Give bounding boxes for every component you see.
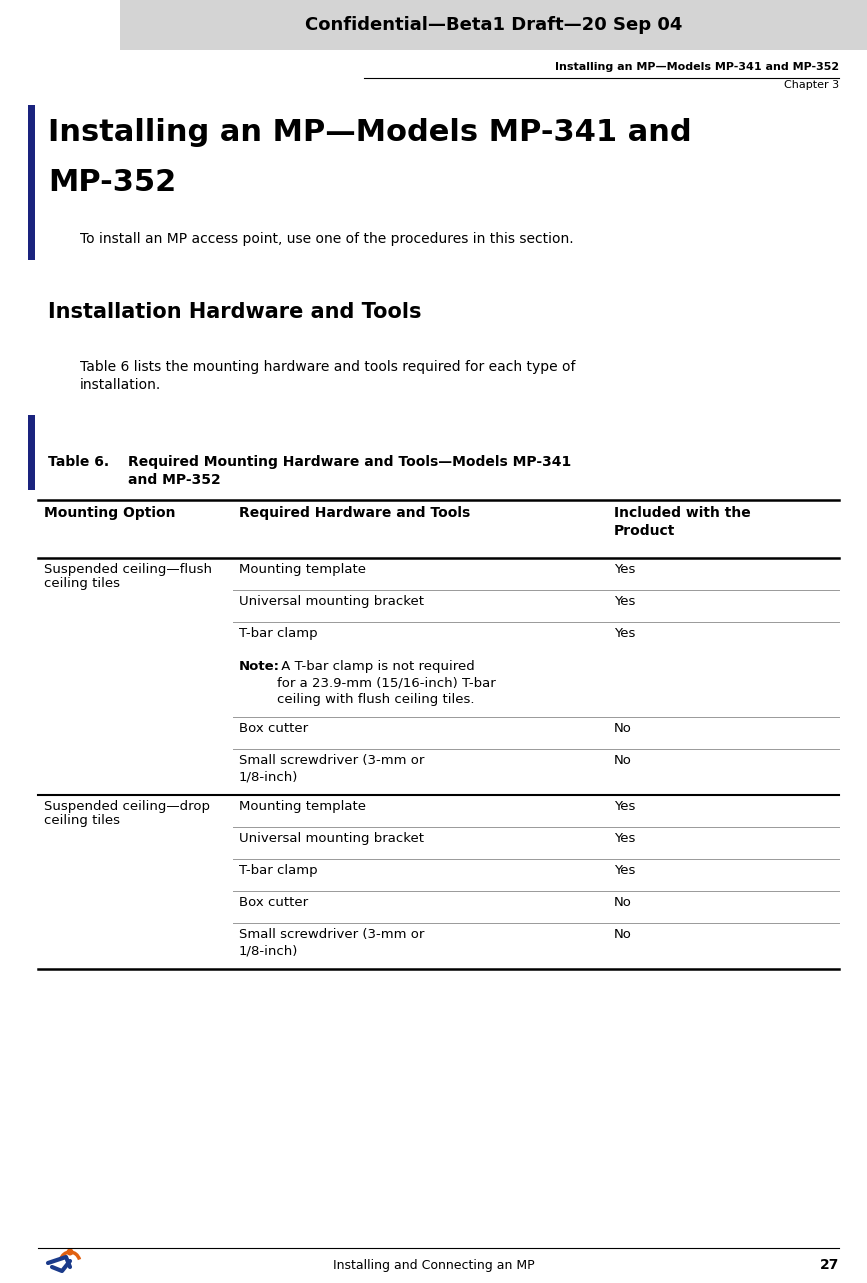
Text: Small screwdriver (3-mm or
1/8-inch): Small screwdriver (3-mm or 1/8-inch) bbox=[239, 928, 424, 957]
Text: Note:: Note: bbox=[239, 659, 280, 674]
Text: Universal mounting bracket: Universal mounting bracket bbox=[239, 595, 424, 608]
Text: Yes: Yes bbox=[614, 595, 636, 608]
Text: ceiling tiles: ceiling tiles bbox=[44, 577, 120, 590]
Text: Box cutter: Box cutter bbox=[239, 722, 308, 735]
Text: Universal mounting bracket: Universal mounting bracket bbox=[239, 831, 424, 845]
Text: Required Hardware and Tools: Required Hardware and Tools bbox=[239, 506, 470, 520]
Text: Box cutter: Box cutter bbox=[239, 896, 308, 908]
Text: Mounting template: Mounting template bbox=[239, 801, 366, 813]
Text: Yes: Yes bbox=[614, 863, 636, 878]
Text: T-bar clamp: T-bar clamp bbox=[239, 627, 317, 640]
Text: Suspended ceiling—drop: Suspended ceiling—drop bbox=[44, 801, 210, 813]
Text: Yes: Yes bbox=[614, 563, 636, 576]
Bar bbox=[28, 105, 35, 260]
Text: Table 6.: Table 6. bbox=[48, 455, 109, 470]
Text: Included with the
Product: Included with the Product bbox=[614, 506, 751, 539]
Bar bbox=[28, 414, 35, 490]
Text: Suspended ceiling—flush: Suspended ceiling—flush bbox=[44, 563, 212, 576]
Text: Mounting template: Mounting template bbox=[239, 563, 366, 576]
Text: Installing an MP—Models MP-341 and MP-352: Installing an MP—Models MP-341 and MP-35… bbox=[555, 62, 839, 72]
Text: MP-352: MP-352 bbox=[48, 168, 176, 198]
Text: Mounting Option: Mounting Option bbox=[44, 506, 175, 520]
Text: No: No bbox=[614, 754, 632, 767]
Text: Small screwdriver (3-mm or
1/8-inch): Small screwdriver (3-mm or 1/8-inch) bbox=[239, 754, 424, 783]
Text: No: No bbox=[614, 722, 632, 735]
Text: Confidential—Beta1 Draft—20 Sep 04: Confidential—Beta1 Draft—20 Sep 04 bbox=[305, 15, 682, 35]
Text: Installation Hardware and Tools: Installation Hardware and Tools bbox=[48, 302, 421, 322]
Text: No: No bbox=[614, 928, 632, 940]
Text: Yes: Yes bbox=[614, 801, 636, 813]
Text: ceiling tiles: ceiling tiles bbox=[44, 813, 120, 828]
Text: installation.: installation. bbox=[80, 378, 161, 393]
Circle shape bbox=[67, 1248, 74, 1256]
Text: Installing and Connecting an MP: Installing and Connecting an MP bbox=[333, 1259, 534, 1271]
Text: Yes: Yes bbox=[614, 627, 636, 640]
Text: Table 6 lists the mounting hardware and tools required for each type of: Table 6 lists the mounting hardware and … bbox=[80, 361, 576, 375]
Text: Yes: Yes bbox=[614, 831, 636, 845]
Text: Chapter 3: Chapter 3 bbox=[784, 80, 839, 90]
Text: No: No bbox=[614, 896, 632, 908]
Text: A T-bar clamp is not required
for a 23.9-mm (15/16-inch) T-bar
ceiling with flus: A T-bar clamp is not required for a 23.9… bbox=[277, 659, 496, 706]
Text: and MP-352: and MP-352 bbox=[128, 473, 221, 488]
Text: 27: 27 bbox=[819, 1259, 839, 1271]
Text: Required Mounting Hardware and Tools—Models MP-341: Required Mounting Hardware and Tools—Mod… bbox=[128, 455, 571, 470]
Text: Installing an MP—Models MP-341 and: Installing an MP—Models MP-341 and bbox=[48, 118, 692, 148]
Text: T-bar clamp: T-bar clamp bbox=[239, 863, 317, 878]
Bar bbox=[120, 0, 867, 50]
Text: To install an MP access point, use one of the procedures in this section.: To install an MP access point, use one o… bbox=[80, 232, 574, 246]
